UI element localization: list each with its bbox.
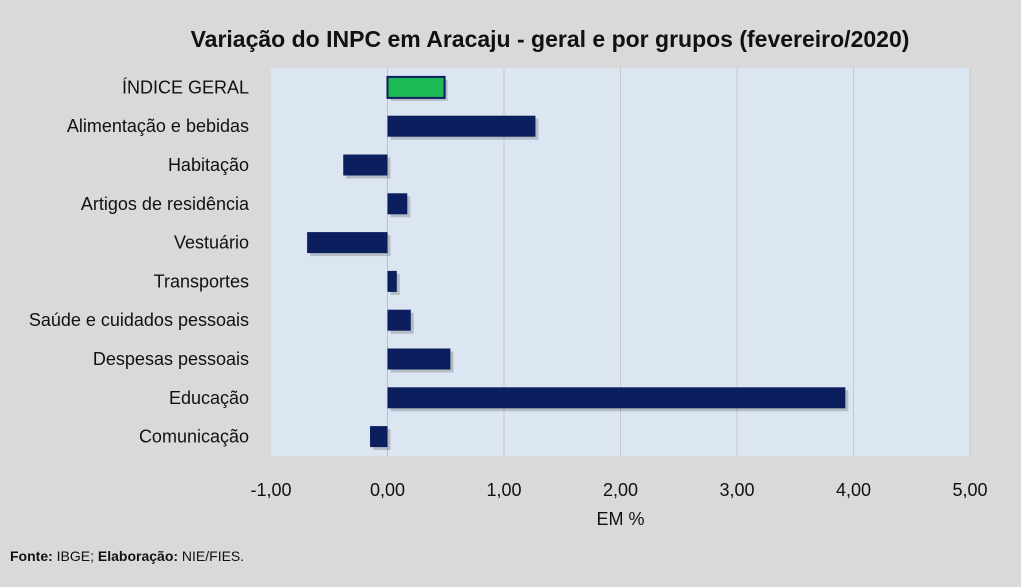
- bar: [387, 270, 397, 292]
- bar: [387, 309, 411, 331]
- category-label: Despesas pessoais: [93, 349, 249, 369]
- bar: [387, 387, 846, 409]
- x-tick-label: 4,00: [836, 480, 871, 500]
- bar: [370, 426, 388, 448]
- category-label: Alimentação e bebidas: [67, 116, 249, 136]
- bar: [387, 115, 536, 137]
- x-tick-label: 5,00: [952, 480, 987, 500]
- bar: [307, 232, 388, 254]
- category-label: Saúde e cuidados pessoais: [29, 310, 249, 330]
- category-label: Comunicação: [139, 427, 249, 447]
- x-axis-title: EM %: [596, 509, 644, 529]
- category-label: Educação: [169, 388, 249, 408]
- category-label: Habitação: [168, 155, 249, 175]
- bar: [387, 348, 451, 370]
- bar: [387, 193, 408, 215]
- category-label: Artigos de residência: [81, 194, 250, 214]
- category-label: ÍNDICE GERAL: [122, 77, 249, 97]
- x-tick-label: 1,00: [486, 480, 521, 500]
- x-tick-label: 3,00: [719, 480, 754, 500]
- elaboration-text: NIE/FIES.: [178, 548, 245, 564]
- bar: [343, 154, 388, 176]
- x-tick-label: 2,00: [603, 480, 638, 500]
- category-label: Vestuário: [174, 233, 249, 253]
- bar: [386, 75, 446, 99]
- x-tick-label: 0,00: [370, 480, 405, 500]
- source-note: Fonte: IBGE; Elaboração: NIE/FIES.: [10, 548, 244, 564]
- chart-title: Variação do INPC em Aracaju - geral e po…: [190, 26, 910, 52]
- category-label: Transportes: [154, 271, 249, 291]
- source-label: Fonte:: [10, 548, 53, 564]
- source-text: IBGE;: [52, 548, 98, 564]
- x-tick-label: -1,00: [250, 480, 291, 500]
- elaboration-label: Elaboração:: [97, 548, 179, 564]
